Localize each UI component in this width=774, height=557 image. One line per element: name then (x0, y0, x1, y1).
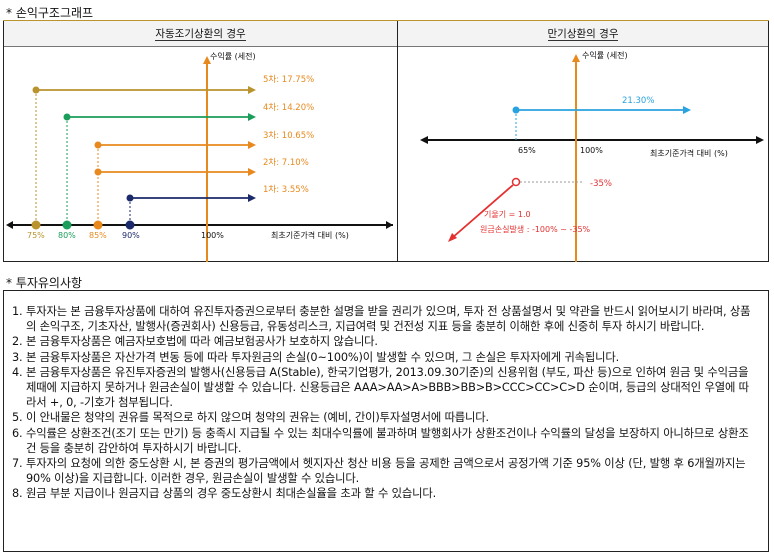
maturity-loss-line (451, 184, 514, 239)
notice-text: 본 금융투자상품은 예금자보호법에 따라 예금보험공사가 보호하지 않습니다. (26, 335, 378, 349)
notice-number: 1. (12, 305, 23, 318)
level2-arrow (248, 168, 256, 176)
maturity-panel-header: 만기상환의 경우 (398, 21, 768, 47)
maturity-gain-label: 21.30% (622, 96, 654, 106)
notice-text: 이 안내물은 청약의 권유를 목적으로 하지 않으며 청약의 권유는 (예비, … (26, 411, 489, 425)
notice-text: 투자자의 요청에 의한 중도상환 시, 본 증권의 평가금액에서 헷지자산 청산… (26, 457, 746, 486)
investment-notice-title: * 투자유의사항 (6, 276, 83, 290)
level1-x-label: 90% (122, 231, 140, 240)
level1-arrow (248, 194, 256, 202)
level5-point (32, 86, 40, 94)
level3-point (94, 141, 102, 149)
notice-number: 7. (12, 457, 23, 471)
level4-arrow (248, 113, 256, 121)
notice-item: 8. 원금 부분 지급이나 원금지급 상품의 경우 중도상환시 최대손실율을 초과… (12, 486, 758, 501)
early-x-axis-right-arrow (386, 221, 393, 229)
notice-number: 3. (12, 350, 23, 364)
maturity-100-label: 100% (580, 146, 603, 155)
panel-divider (397, 21, 398, 262)
early-y-axis-label: 수익률 (세전) (210, 51, 256, 61)
investment-notice-box: 1. 투자자는 본 금융투자상품에 대하여 유진투자증권으로부터 충분한 설명을 … (3, 290, 769, 552)
maturity-panel-title: 만기상환의 경우 (547, 28, 619, 41)
notice-number: 8. (12, 487, 23, 501)
maturity-65-label: 65% (518, 146, 536, 155)
level2-label: 2차: 7.10% (263, 158, 309, 168)
notice-text: 투자자는 본 금융투자상품에 대하여 유진투자증권으로부터 충분한 설명을 받을… (26, 305, 751, 334)
early-redemption-chart: 수익률 (세전) 5차: 17.75% 75% 4차: 14.20% 80% 3… (6, 50, 764, 262)
level5-axis-point (31, 220, 41, 230)
level4-axis-point (62, 220, 72, 230)
maturity-slope-label: 기울기 = 1.0 (484, 210, 531, 219)
level5-label: 5차: 17.75% (263, 75, 314, 85)
maturity-x-axis-right-arrow (756, 136, 764, 144)
notice-list: 1. 투자자는 본 금융투자상품에 대하여 유진투자증권으로부터 충분한 설명을 … (12, 304, 758, 502)
maturity-loss-point (511, 177, 521, 187)
maturity-x-axis-label: 최초기준가격 대비 (%) (650, 148, 728, 158)
early-panel-title: 자동조기상환의 경우 (155, 28, 246, 41)
graph-area (3, 21, 769, 262)
notice-number: 6. (12, 426, 23, 440)
level5-x-label: 75% (27, 231, 45, 240)
level1-point (126, 194, 134, 202)
maturity-loss-formula: 원금손실발생 : -100% ~ -35% (480, 224, 591, 234)
level4-label: 4차: 14.20% (263, 103, 314, 113)
level3-axis-point (93, 220, 103, 230)
notice-number: 2. (12, 335, 23, 349)
early-panel-header: 자동조기상환의 경우 (4, 21, 397, 47)
level4-x-label: 80% (58, 231, 76, 240)
level5-arrow (248, 86, 256, 94)
maturity-loss-label: -35% (590, 179, 612, 189)
level3-x-label: 85% (89, 231, 107, 240)
maturity-y-axis-label: 수익률 (세전) (582, 50, 628, 60)
notice-item: 1. 투자자는 본 금융투자상품에 대하여 유진투자증권으로부터 충분한 설명을 … (12, 304, 758, 334)
notice-text: 본 금융투자상품은 자산가격 변동 등에 따라 투자원금의 손실(0~100%)… (26, 350, 620, 364)
notice-item: 7. 투자자의 요청에 의한 중도상환 시, 본 증권의 평가금액에서 헷지자산 … (12, 456, 758, 486)
notice-item: 2. 본 금융투자상품은 예금자보호법에 따라 예금보험공사가 보호하지 않습니다… (12, 334, 758, 349)
early-y-axis-arrow (203, 56, 211, 64)
level1-axis-point (125, 220, 135, 230)
notice-text: 본 금융투자상품은 유진투자증권의 발행사(신용등급 A(Stable), 한국… (26, 365, 749, 410)
notice-text: 원금 부분 지급이나 원금지급 상품의 경우 중도상환시 최대손실율을 초과 할… (26, 487, 437, 501)
notice-number: 4. (12, 365, 23, 379)
maturity-gain-arrow (683, 106, 691, 114)
profit-structure-title: * 손익구조그래프 (6, 6, 94, 20)
notice-item: 3. 본 금융투자상품은 자산가격 변동 등에 따라 투자원금의 손실(0~100… (12, 350, 758, 365)
maturity-x-axis-left-arrow (420, 136, 428, 144)
level1-label: 1차: 3.55% (263, 185, 309, 195)
level2-point (94, 168, 102, 176)
notice-item: 6. 수익률은 상환조건(조기 또는 만기) 등 충족시 지급될 수 있는 최대수… (12, 426, 758, 456)
notice-item: 5. 이 안내물은 청약의 권유를 목적으로 하지 않으며 청약의 권유는 (예비… (12, 410, 758, 425)
maturity-loss-arrow (448, 233, 457, 242)
notice-item: 4. 본 금융투자상품은 유진투자증권의 발행사(신용등급 A(Stable), … (12, 365, 758, 411)
notice-text: 수익률은 상환조건(조기 또는 만기) 등 충족시 지급될 수 있는 최대수익률… (26, 426, 749, 455)
level3-arrow (248, 141, 256, 149)
early-100-label: 100% (201, 231, 224, 240)
maturity-y-axis-arrow (572, 54, 580, 62)
level3-label: 3차: 10.65% (263, 131, 314, 141)
early-x-axis-label: 최초기준가격 대비 (%) (271, 230, 349, 240)
notice-number: 5. (12, 411, 23, 425)
level4-point (63, 113, 71, 121)
early-x-axis-left-arrow (6, 221, 13, 229)
